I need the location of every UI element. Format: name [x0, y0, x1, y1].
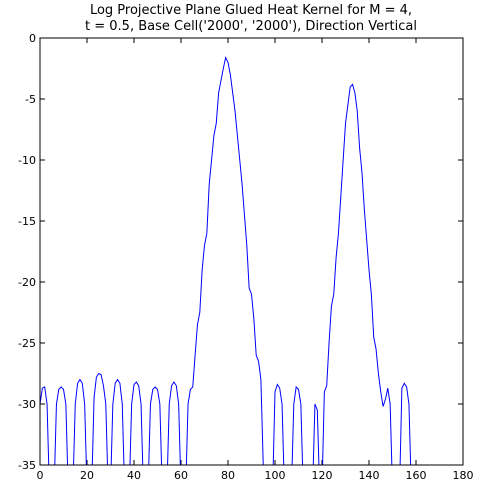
y-tick-label: -30 [18, 398, 36, 411]
x-tick-label: 60 [174, 469, 188, 482]
x-tick-label: 40 [127, 469, 141, 482]
y-tick-label: 0 [29, 32, 36, 45]
chart-title: t = 0.5, Base Cell('2000', '2000'), Dire… [85, 19, 417, 34]
y-tick-label: -35 [18, 459, 36, 472]
line [40, 55, 412, 465]
x-tick-label: 120 [312, 469, 333, 482]
x-tick-label: 80 [221, 469, 235, 482]
plot-frame [39, 37, 464, 466]
y-tick-label: -25 [18, 337, 36, 350]
chart-title: Log Projective Plane Glued Heat Kernel f… [90, 3, 412, 18]
y-tick-label: -20 [18, 276, 36, 289]
x-tick-label: 140 [359, 469, 380, 482]
x-tick-label: 100 [265, 469, 286, 482]
x-tick-label: 160 [406, 469, 427, 482]
y-tick-label: -5 [25, 93, 36, 106]
y-tick-label: -10 [18, 154, 36, 167]
x-tick-label: 180 [453, 469, 474, 482]
y-tick-label: -15 [18, 215, 36, 228]
x-tick-label: 0 [37, 469, 44, 482]
x-tick-label: 20 [80, 469, 94, 482]
